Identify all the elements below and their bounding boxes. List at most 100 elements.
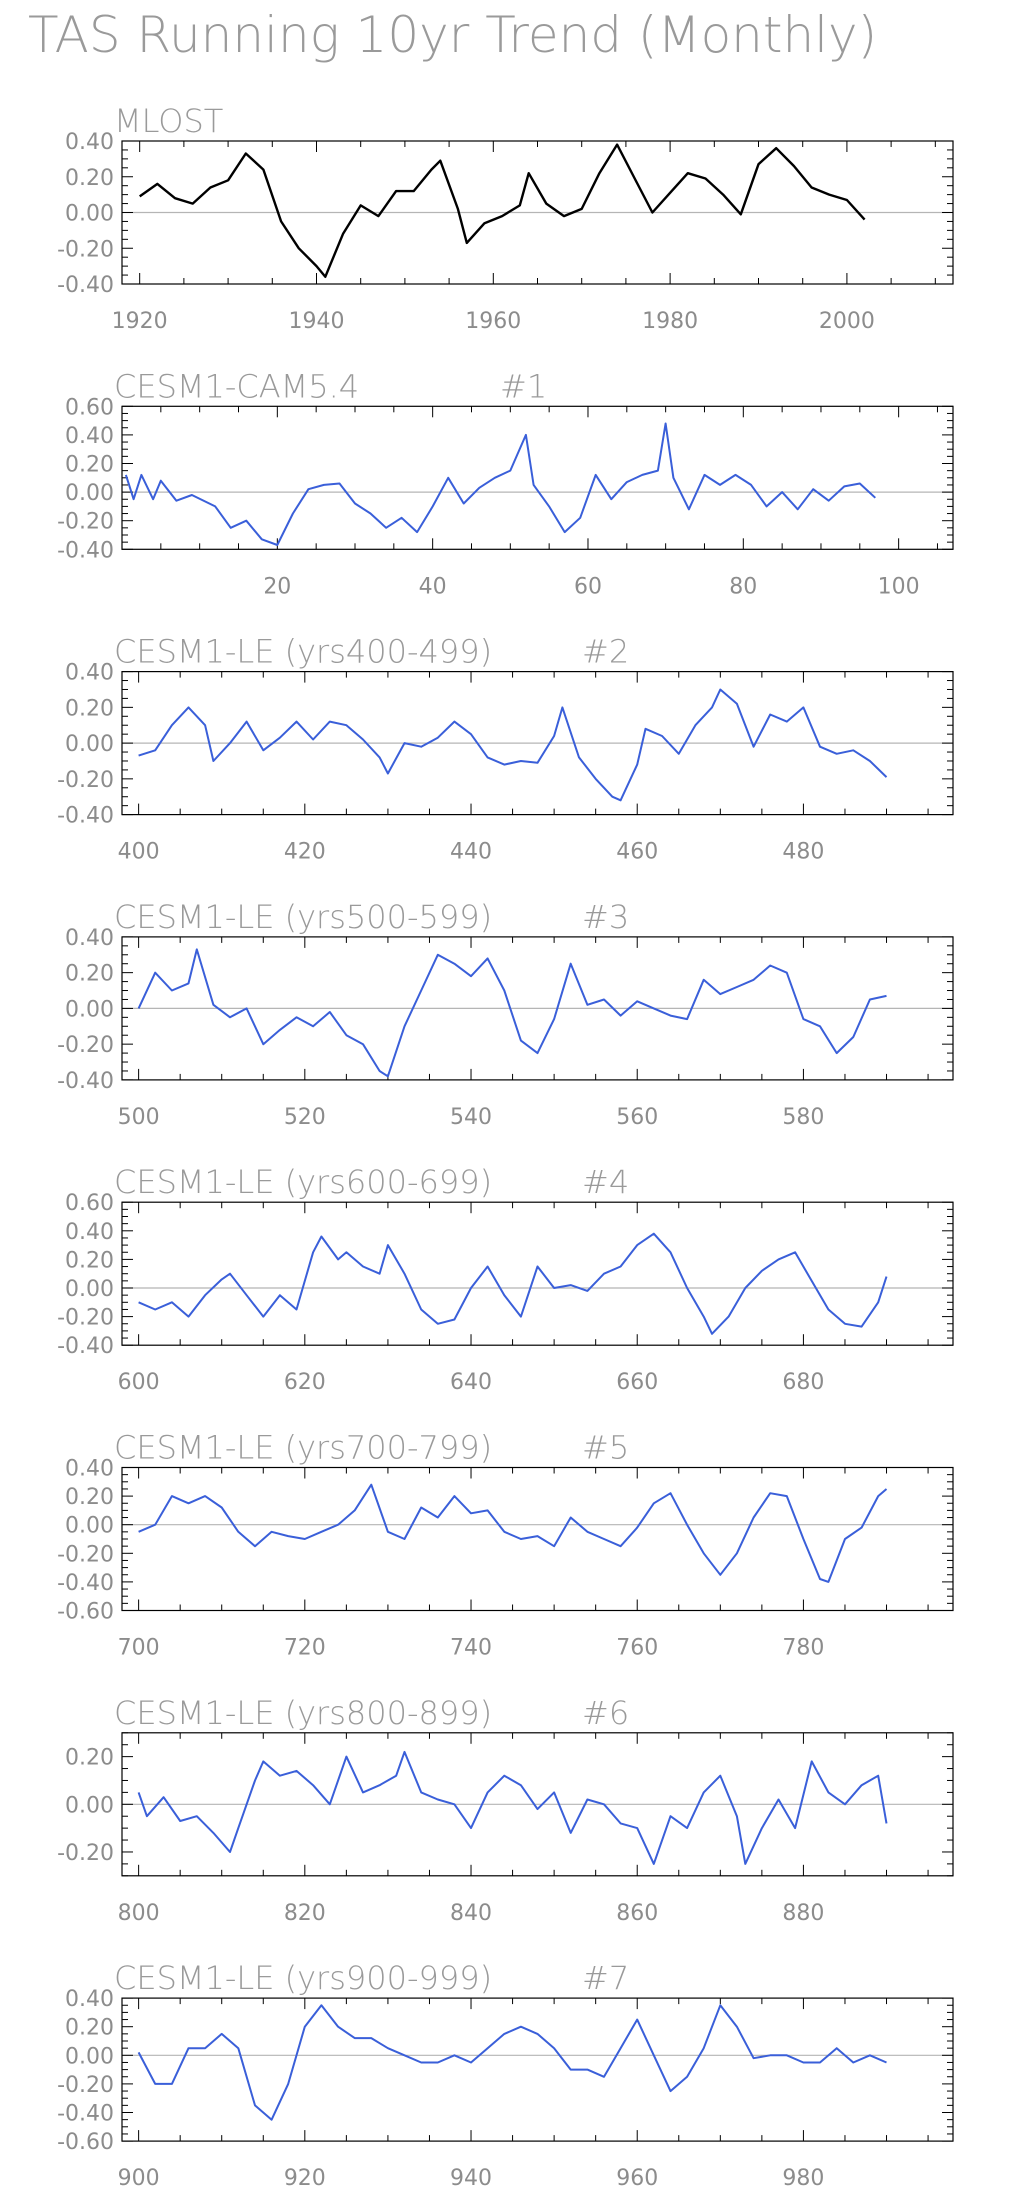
y-tick-label: -0.20 [57,1306,114,1331]
y-tick-label: 0.40 [65,1220,114,1245]
y-tick-label: -0.40 [57,273,114,298]
x-tick-label: 680 [782,1370,824,1395]
panel-title: CESM1-LE (yrs700-799) [114,1429,492,1467]
x-tick-label: 940 [450,2166,492,2191]
chart-panel: CESM1-LE (yrs700-799) #5 -0.60 -0.40 -0.20 0.… [57,1429,954,1661]
series-line [137,948,887,1078]
x-tick-label: 440 [450,840,492,865]
chart-panel: CESM1-LE (yrs600-699) #4 -0.40 -0.20 0.00 0.2… [57,1163,954,1395]
panel-title: CESM1-LE (yrs500-599) [114,898,492,936]
x-tick-label: 860 [616,1901,658,1926]
y-tick-label: 0.20 [65,1485,114,1510]
y-tick-label: 0.00 [65,732,114,757]
x-tick-label: 760 [616,1636,658,1661]
y-tick-label: -0.20 [57,1033,114,1058]
panel-run-tag: #5 [582,1429,629,1467]
y-tick-label: -0.40 [57,1069,114,1094]
y-tick-label: -0.40 [57,2102,114,2127]
panel-title: CESM1-LE (yrs400-499) [114,633,492,671]
x-tick-label: 820 [284,1901,326,1926]
chart-panel: CESM1-LE (yrs900-999) #7 -0.60 -0.40 -0.20 0.… [57,1959,954,2191]
x-tick-label: 960 [616,2166,658,2191]
y-tick-label: 0.20 [65,2016,114,2041]
x-tick-label: 840 [450,1901,492,1926]
x-tick-label: 560 [616,1105,658,1130]
y-tick-label: -0.20 [57,237,114,262]
panel-title: CESM1-LE (yrs800-899) [114,1694,492,1732]
x-tick-label: 520 [284,1105,326,1130]
x-tick-label: 1940 [288,309,344,334]
y-tick-label: -0.60 [57,2130,114,2155]
y-tick-label: -0.40 [57,804,114,829]
plot-frame [121,1997,954,2142]
y-tick-label: 0.60 [65,1191,114,1216]
chart-panel: MLOST -0.40 -0.20 0.00 0.20 0.40 1920 1940 1960 1… [57,102,954,334]
plot-frame [121,405,954,550]
y-tick-label: 0.60 [65,395,114,420]
x-tick-label: 1980 [642,309,698,334]
x-tick-label: 800 [118,1901,160,1926]
x-tick-label: 740 [450,1636,492,1661]
x-tick-label: 540 [450,1105,492,1130]
series-line [137,1750,888,1865]
y-tick-label: 0.00 [65,2044,114,2069]
y-tick-label: -0.40 [57,538,114,563]
x-tick-label: 700 [118,1636,160,1661]
chart-panel: CESM1-LE (yrs400-499) #2 -0.40 -0.20 0.00 0.2… [57,633,954,865]
y-tick-label: -0.20 [57,510,114,535]
panel-run-tag: #2 [582,633,629,671]
y-tick-label: -0.40 [57,1571,114,1596]
y-tick-label: -0.20 [57,2073,114,2098]
panel-title: MLOST [114,102,223,140]
x-tick-label: 480 [782,840,824,865]
x-tick-label: 1920 [112,309,168,334]
x-tick-label: 880 [782,1901,824,1926]
x-tick-label: 640 [450,1370,492,1395]
y-tick-label: 0.00 [65,481,114,506]
x-tick-label: 980 [782,2166,824,2191]
panels: MLOST -0.40 -0.20 0.00 0.20 0.40 1920 1940 1960 1… [57,102,954,2191]
panel-run-tag: #4 [582,1163,629,1201]
panel-run-tag: #1 [500,367,547,405]
x-tick-label: 620 [284,1370,326,1395]
x-tick-label: 460 [616,840,658,865]
panel-run-tag: #3 [582,898,629,936]
x-tick-label: 60 [574,574,602,599]
y-tick-label: 0.00 [65,997,114,1022]
x-tick-label: 580 [782,1105,824,1130]
x-tick-label: 1960 [465,309,521,334]
y-tick-label: 0.20 [65,962,114,987]
y-tick-label: -0.20 [57,1841,114,1866]
series-line [138,1232,888,1335]
x-tick-label: 600 [118,1370,160,1395]
panel-title: CESM1-LE (yrs900-999) [114,1959,492,1997]
x-tick-label: 720 [284,1636,326,1661]
x-tick-label: 660 [616,1370,658,1395]
panel-title: CESM1-CAM5.4 [114,367,359,405]
x-tick-label: 500 [118,1105,160,1130]
plot-frame [121,1201,954,1346]
y-tick-label: 0.00 [65,1514,114,1539]
chart-panel: CESM1-LE (yrs500-599) #3 -0.40 -0.20 0.00 0.2… [57,898,954,1130]
y-tick-label: 0.20 [65,453,114,478]
chart-panel: CESM1-CAM5.4 #1 -0.40 -0.20 0.00 0.20 0.40 0.60… [57,367,954,599]
x-tick-label: 900 [118,2166,160,2191]
y-tick-label: 0.40 [65,926,114,951]
y-tick-label: 0.40 [65,1457,114,1482]
series-line [137,2004,887,2121]
x-tick-label: 20 [263,574,291,599]
x-tick-label: 400 [118,840,160,865]
series-line [139,143,866,278]
chart-panel: CESM1-LE (yrs800-899) #6 -0.20 0.00 0.20 800 8… [57,1694,954,1926]
y-tick-label: 0.40 [65,661,114,686]
y-tick-label: 0.20 [65,1248,114,1273]
series-line [124,422,876,546]
figure-title: TAS Running 10yr Trend (Monthly) [28,6,877,64]
y-tick-label: 0.00 [65,202,114,227]
series-line [138,1483,888,1583]
x-tick-label: 780 [782,1636,824,1661]
x-tick-label: 420 [284,840,326,865]
y-tick-label: 0.00 [65,1277,114,1302]
y-tick-label: 0.20 [65,696,114,721]
